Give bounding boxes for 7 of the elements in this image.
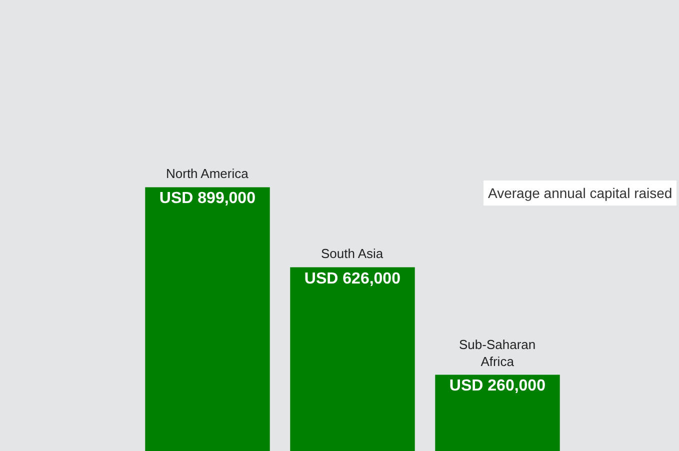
data-label: USD 260,000 xyxy=(449,378,546,395)
x-tick-label: South Asia xyxy=(321,246,384,261)
x-tick-label: Sub-Saharan Africa xyxy=(459,337,536,369)
x-tick-label: North America xyxy=(166,166,250,181)
data-label: USD 899,000 xyxy=(159,190,256,208)
data-label: USD 626,000 xyxy=(304,270,401,288)
annotation: Average annual capital raised xyxy=(488,185,672,201)
